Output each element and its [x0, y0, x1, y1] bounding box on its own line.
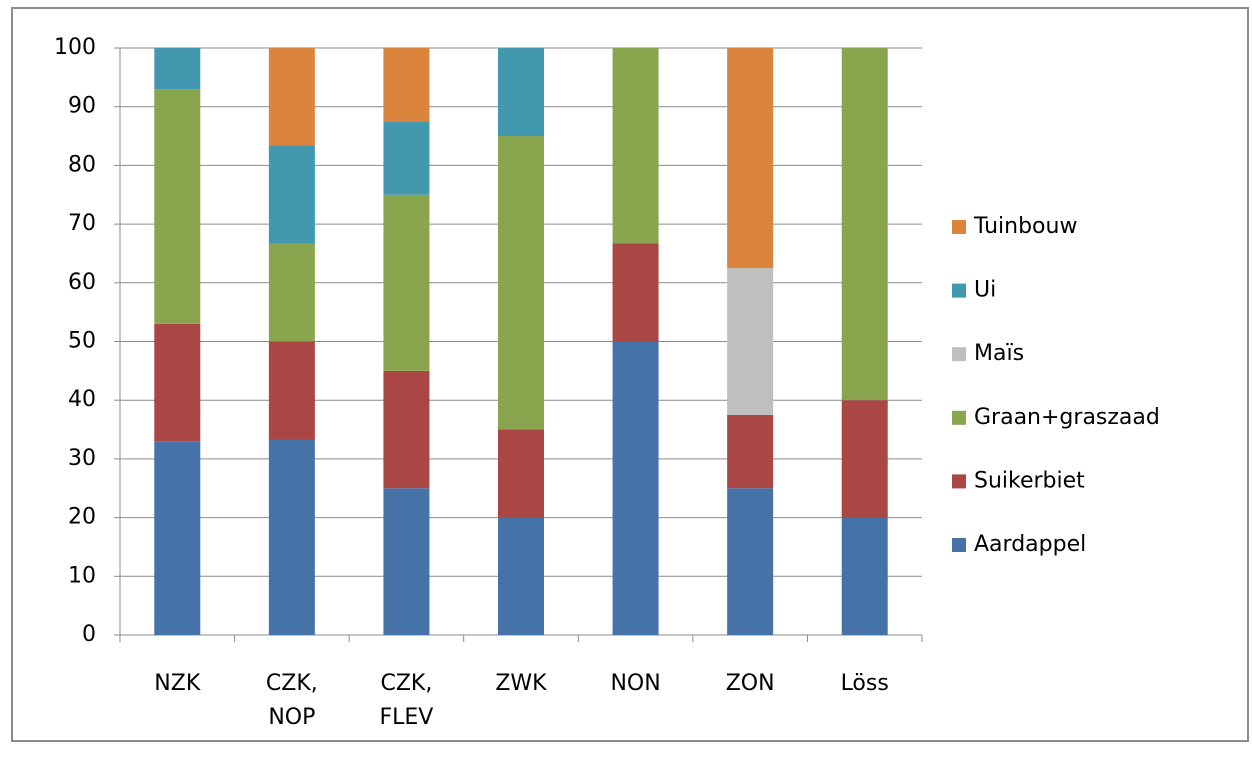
y-tick-label: 10	[68, 563, 96, 588]
bar-segment	[498, 517, 544, 635]
legend-swatch	[952, 347, 966, 362]
bar-segment	[498, 429, 544, 518]
bar-segment	[383, 121, 430, 195]
x-tick-label: Löss	[840, 671, 889, 696]
bar-segment	[612, 243, 659, 342]
legend-swatch	[952, 474, 966, 489]
legend-label: Maïs	[974, 341, 1024, 366]
bar-segment	[498, 48, 544, 137]
bar-segment	[383, 488, 430, 635]
bar-segment	[154, 323, 201, 442]
x-tick-label: CZK, FLEV	[379, 671, 434, 730]
x-tick-label: ZON	[725, 671, 775, 696]
y-tick-label: 100	[54, 35, 96, 60]
bar-segment	[268, 47, 315, 146]
x-tick-label: NON	[610, 671, 661, 696]
legend-swatch	[952, 538, 966, 552]
y-tick-label: 0	[82, 622, 96, 647]
x-tick-label: ZWK	[495, 671, 547, 696]
bar-segment	[612, 341, 659, 635]
bar-segment	[268, 439, 315, 635]
y-tick-label: 60	[68, 270, 96, 295]
bar-segment	[154, 89, 201, 324]
y-tick-label: 70	[68, 211, 96, 236]
y-tick-label: 50	[68, 329, 96, 354]
legend-label: Aardappel	[974, 532, 1086, 557]
legend-label: Suikerbiet	[974, 468, 1085, 493]
bar-segment	[841, 400, 888, 518]
bar-segment	[268, 243, 315, 342]
bar-segment	[268, 341, 315, 440]
bar-segment	[268, 145, 315, 244]
y-tick-label: 40	[68, 387, 96, 412]
bar-segment	[841, 48, 888, 401]
bar-segment	[727, 414, 774, 489]
legend-label: Ui	[974, 278, 996, 303]
x-tick-label: CZK, NOP	[265, 671, 318, 730]
y-tick-label: 30	[68, 446, 96, 471]
legend-label: Graan+graszaad	[974, 405, 1160, 430]
bar-segment	[383, 194, 430, 371]
y-tick-label: 20	[68, 505, 96, 530]
x-tick-label: NZK	[154, 671, 201, 696]
legend-swatch	[952, 220, 966, 234]
y-tick-label: 90	[68, 94, 96, 119]
bar-segment	[727, 48, 774, 269]
bar-segment	[154, 48, 201, 90]
legend-swatch	[952, 283, 966, 298]
chart-frame	[11, 7, 1249, 742]
bar-segment	[727, 488, 774, 635]
bar-segment	[727, 268, 774, 415]
bar-segment	[498, 136, 544, 430]
bar-segment	[154, 441, 201, 635]
bar-segment	[612, 48, 659, 244]
legend-swatch	[952, 410, 966, 425]
bar-segment	[383, 370, 430, 489]
bar-segment	[841, 517, 888, 635]
bar-segment	[383, 48, 430, 122]
legend-label: Tuinbouw	[973, 214, 1077, 239]
y-tick-label: 80	[68, 152, 96, 177]
